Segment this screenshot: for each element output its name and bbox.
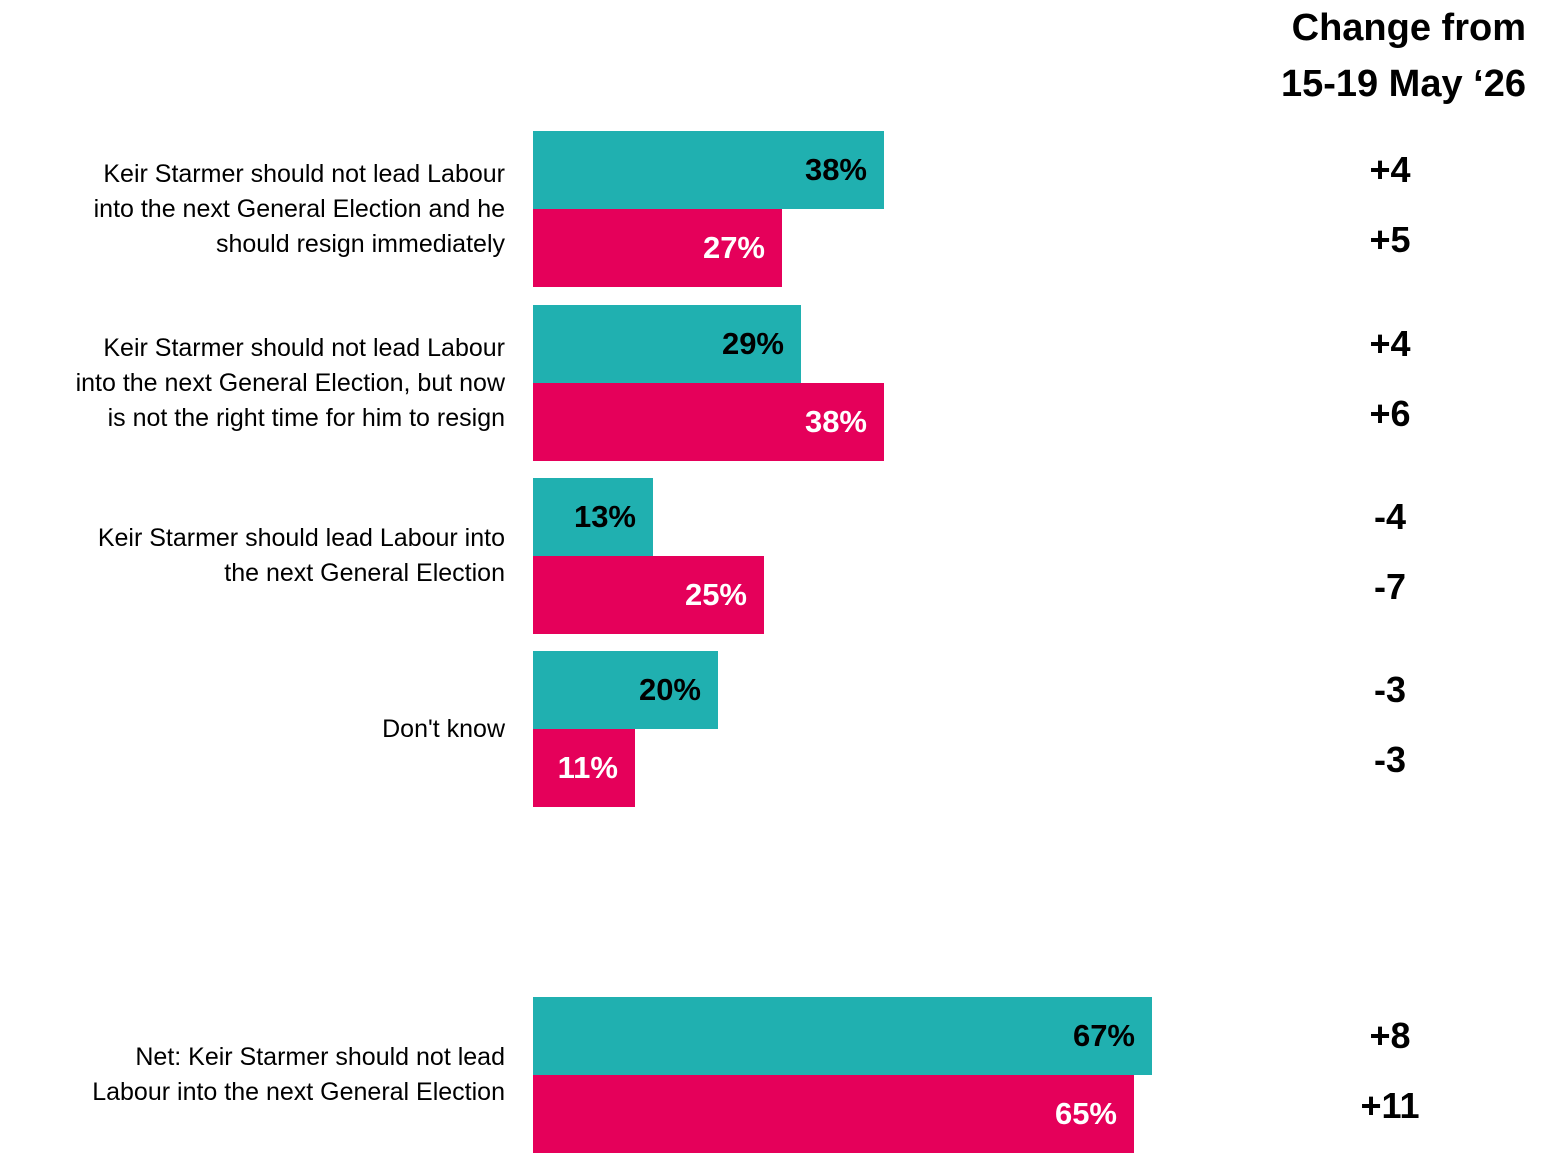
change-value: +6 bbox=[1369, 393, 1411, 434]
change-value: -4 bbox=[1373, 496, 1406, 537]
bar-series2 bbox=[533, 209, 782, 287]
bar-series1 bbox=[533, 478, 653, 556]
bar-value-label: 13% bbox=[573, 499, 636, 534]
change-value: +4 bbox=[1369, 323, 1411, 364]
bar-series1 bbox=[533, 305, 801, 383]
bar-value-label: 20% bbox=[638, 672, 701, 707]
change-value: +11 bbox=[1360, 1085, 1420, 1126]
bar-series2 bbox=[533, 1075, 1134, 1153]
bar-series1 bbox=[533, 131, 884, 209]
bar-value-label: 11% bbox=[557, 750, 618, 785]
bar-series1 bbox=[533, 997, 1152, 1075]
category-label: Keir Starmer should not lead Labour into … bbox=[75, 333, 505, 432]
bar-value-label: 38% bbox=[804, 404, 867, 439]
change-header-line2: 15-19 May ‘26 bbox=[1280, 63, 1526, 105]
change-value: -7 bbox=[1373, 566, 1406, 607]
bar-series2 bbox=[533, 729, 635, 807]
bar-value-label: 65% bbox=[1054, 1096, 1117, 1131]
bar-value-label: 27% bbox=[702, 230, 765, 265]
category-label: Net: Keir Starmer should not lead Labour … bbox=[92, 1043, 505, 1106]
bar-series2 bbox=[533, 383, 884, 461]
bar-value-label: 29% bbox=[721, 326, 784, 361]
bar-value-label: 25% bbox=[684, 577, 747, 612]
bar-series1 bbox=[533, 651, 718, 729]
change-value: +5 bbox=[1369, 219, 1411, 260]
category-label: Don't know bbox=[382, 714, 505, 743]
change-value: +8 bbox=[1369, 1015, 1411, 1056]
category-label: Keir Starmer should not lead Labour into … bbox=[93, 159, 505, 258]
bar-series2 bbox=[533, 556, 764, 634]
bar-value-label: 67% bbox=[1072, 1018, 1135, 1053]
category-label: Keir Starmer should lead Labour into the … bbox=[97, 524, 505, 587]
change-column-header: Change from 15-19 May ‘26 bbox=[1226, 0, 1526, 112]
change-value: -3 bbox=[1373, 669, 1406, 710]
bar-value-label: 38% bbox=[804, 152, 867, 187]
change-value: +4 bbox=[1369, 149, 1411, 190]
change-value: -3 bbox=[1373, 739, 1406, 780]
change-header-line1: Change from bbox=[1291, 7, 1526, 49]
